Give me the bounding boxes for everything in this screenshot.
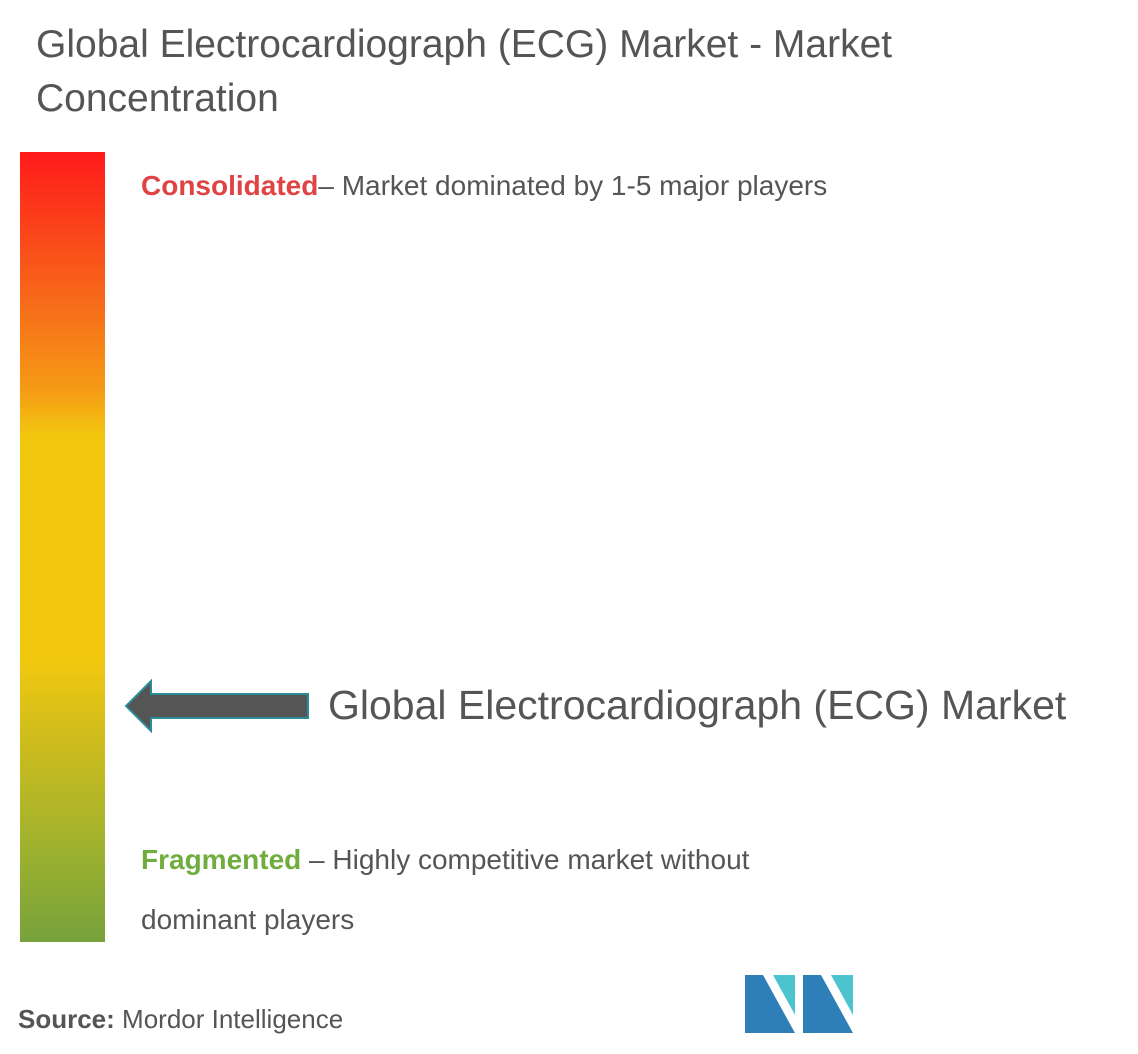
marker-arrow — [124, 678, 309, 734]
title: Global Electrocardiograph (ECG) Market -… — [36, 23, 893, 120]
fragmented-description: – Highly competitive market without domi… — [141, 844, 750, 935]
fragmented-text: Fragmented – Highly competitive market w… — [141, 830, 841, 950]
logo — [745, 975, 853, 1033]
marker-label: Global Electrocardiograph (ECG) Market — [328, 682, 1067, 728]
fragmented-label: Fragmented — [141, 844, 302, 875]
consolidated-text: Consolidated– Market dominated by 1-5 ma… — [141, 156, 841, 216]
source: Source: Mordor Intelligence — [18, 1002, 343, 1036]
source-name: Mordor Intelligence — [122, 1004, 344, 1034]
source-label: Source: — [18, 1004, 115, 1034]
consolidated-description: – Market dominated by 1-5 major players — [318, 170, 828, 201]
consolidated-label: Consolidated — [141, 170, 319, 201]
concentration-scale — [20, 152, 105, 942]
